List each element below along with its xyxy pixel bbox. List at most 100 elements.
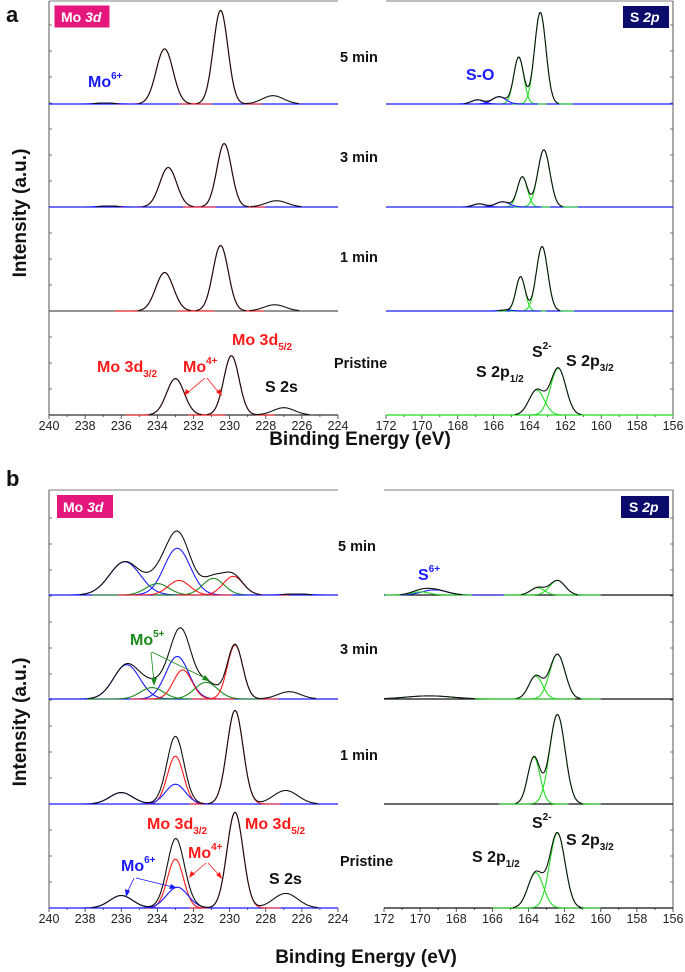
x-tick-label: 172 bbox=[376, 419, 397, 433]
badge-mo3d-a: Mo 3d bbox=[53, 4, 111, 29]
envelope-curve bbox=[149, 355, 310, 416]
arrowheads-b-mo4 bbox=[189, 871, 222, 879]
x-tick-label: 228 bbox=[255, 419, 276, 433]
arrows-b-mo4 bbox=[190, 862, 221, 877]
x-tick-label: 162 bbox=[554, 912, 575, 926]
annotation-b-mo3d52: Mo 3d5/2 bbox=[245, 816, 306, 837]
stack-label-b-3min: 3 min bbox=[340, 642, 378, 658]
envelope-curve bbox=[96, 143, 302, 208]
x-tick-label: 156 bbox=[663, 419, 684, 433]
component-peak-green bbox=[496, 675, 575, 700]
badge-box bbox=[57, 495, 113, 518]
component-peak-green bbox=[499, 756, 569, 805]
component-peak-red bbox=[191, 644, 279, 700]
x-tick-label: 168 bbox=[447, 419, 468, 433]
x-tick-label: 238 bbox=[75, 419, 96, 433]
envelope-curve bbox=[497, 245, 561, 312]
annotation-a-mo6: Mo6+ bbox=[88, 71, 123, 91]
component-peak-red bbox=[177, 244, 264, 312]
component-peak-green bbox=[492, 872, 580, 909]
x-tick-label: 236 bbox=[111, 419, 132, 433]
x-tick-label: 234 bbox=[147, 912, 168, 926]
arrowheads-b-mo5 bbox=[151, 675, 210, 686]
arrows-b-mo6 bbox=[126, 877, 174, 894]
plot-layer: 240 238 236 234 232 230 228 226 224 172 170 168 166 1… bbox=[39, 0, 684, 926]
annotation-b-s2p12: S 2p1/2 bbox=[472, 849, 520, 870]
envelope-curve bbox=[513, 831, 583, 909]
x-tick-label: 162 bbox=[555, 419, 576, 433]
component-peak-blue bbox=[116, 886, 238, 909]
badge-box bbox=[623, 6, 669, 28]
x-tick-label: 156 bbox=[663, 912, 684, 926]
x-tick-label: 160 bbox=[591, 419, 612, 433]
stack-label-a-1min: 1 min bbox=[340, 250, 378, 266]
x-tick-label: 172 bbox=[374, 912, 395, 926]
y-axis-title-a: Intensity (a.u.) bbox=[10, 149, 31, 278]
badge-mo3d-b: Mo 3d bbox=[57, 495, 113, 518]
stack-label-b-5min: 5 min bbox=[338, 539, 376, 555]
component-peak-dkgreen bbox=[141, 681, 272, 700]
panel-label-a: a bbox=[6, 2, 19, 27]
component-peak-red bbox=[183, 142, 266, 208]
envelope-curve bbox=[87, 627, 317, 700]
envelope-curve bbox=[137, 244, 300, 312]
panel-label-b: b bbox=[6, 466, 19, 491]
y-axis-title-b: Intensity (a.u.) bbox=[10, 658, 31, 787]
x-tick-label: 240 bbox=[39, 419, 60, 433]
envelope-curve bbox=[467, 149, 563, 208]
annotation-a-s2: S2- bbox=[532, 341, 552, 361]
x-tick-label: 228 bbox=[255, 912, 276, 926]
annotation-a-s2s: S 2s bbox=[265, 379, 298, 396]
x-tick-label: 232 bbox=[183, 419, 204, 433]
stack-label-a-3min: 3 min bbox=[340, 150, 378, 166]
component-peak-red bbox=[130, 669, 235, 700]
annotation-a-mo3d32: Mo 3d3/2 bbox=[97, 359, 158, 380]
x-tick-label: 230 bbox=[219, 912, 240, 926]
annotation-b-mo4: Mo4+ bbox=[188, 842, 223, 862]
svg-text:Mo 3d: Mo 3d bbox=[61, 9, 102, 25]
x-tick-label: 166 bbox=[483, 419, 504, 433]
arrows-a-mo4 bbox=[185, 377, 221, 395]
annotation-a-so: S-O bbox=[466, 67, 494, 84]
component-peak-blue bbox=[56, 894, 187, 909]
component-peak-green bbox=[514, 653, 601, 700]
component-peak-red bbox=[118, 579, 240, 596]
component-peak-green bbox=[494, 176, 551, 208]
badge-s2p-b: S 2p bbox=[621, 496, 669, 518]
envelope-curve bbox=[92, 9, 300, 105]
component-peak-green bbox=[494, 276, 547, 312]
x-tick-label: 230 bbox=[219, 419, 240, 433]
stack-label-b-pristine: Pristine bbox=[340, 854, 393, 870]
component-peak-green bbox=[515, 367, 602, 416]
x-tick-label: 234 bbox=[147, 419, 168, 433]
x-tick-label: 232 bbox=[183, 912, 204, 926]
stack-label-b-1min: 1 min bbox=[340, 748, 378, 764]
x-tick-label: 236 bbox=[111, 912, 132, 926]
x-tick-label: 166 bbox=[482, 912, 503, 926]
component-peak-blue bbox=[53, 664, 201, 700]
badge-box bbox=[53, 4, 111, 29]
x-tick-label: 160 bbox=[590, 912, 611, 926]
annotation-b-s6: S6+ bbox=[418, 564, 440, 584]
annotation-a-s2p32: S 2p3/2 bbox=[566, 353, 614, 374]
component-peak-green bbox=[514, 832, 601, 909]
x-tick-label: 164 bbox=[519, 419, 540, 433]
envelope-curve bbox=[384, 653, 581, 700]
svg-text:S 2p: S 2p bbox=[629, 499, 659, 515]
envelope-curve bbox=[79, 530, 312, 596]
arrows-b-mo5 bbox=[150, 651, 208, 683]
x-tick-label: 240 bbox=[39, 912, 60, 926]
envelope-curve bbox=[515, 713, 583, 805]
x-tick-label: 170 bbox=[410, 912, 431, 926]
envelope-curve bbox=[400, 579, 578, 596]
x-tick-label: 170 bbox=[411, 419, 432, 433]
annotation-b-s2p32: S 2p3/2 bbox=[566, 832, 614, 853]
envelope-curve bbox=[464, 12, 559, 105]
envelope-curve bbox=[515, 367, 582, 416]
x-tick-label: 226 bbox=[291, 912, 312, 926]
envelope-curve bbox=[91, 811, 319, 909]
x-axis-title-a: Binding Energy (eV) bbox=[269, 429, 451, 450]
x-tick-label: 158 bbox=[626, 912, 647, 926]
x-tick-label: 168 bbox=[446, 912, 467, 926]
